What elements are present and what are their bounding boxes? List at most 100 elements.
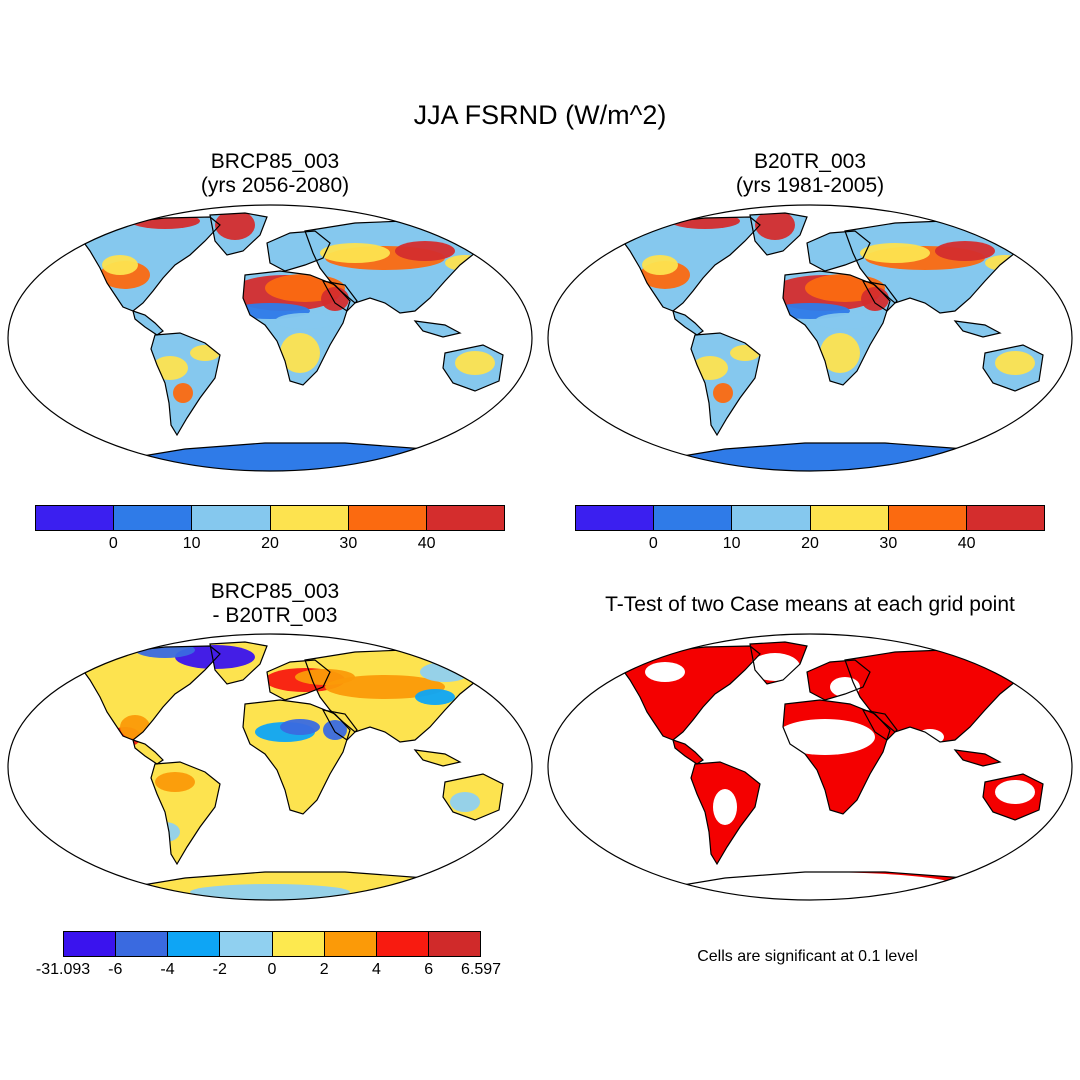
colorbar-tick-label: -2 [212,961,227,978]
colorbar-swatch [192,506,271,530]
coastline-central-america [132,310,164,336]
colorbar-panel-1-bar [35,505,505,531]
coastline-central-america [672,739,704,765]
panel-2-title-line1: B20TR_003 [753,150,867,173]
map-panel-b20tr [547,204,1073,472]
colorbar-tick-label: 6.597 [460,961,502,978]
colorbar-swatch [220,932,273,956]
coastline-indonesia [953,749,1002,767]
colorbar-tick-label: 30 [879,535,898,552]
colorbar-tick-label: -31.093 [35,961,91,978]
coastline-africa [782,699,891,815]
coastline-europe [806,230,871,272]
colorbar-swatch [64,932,117,956]
coastline-arabia [321,709,358,741]
coastline-australia [442,773,504,821]
colorbar-tick-label: 6 [424,961,434,978]
colorbar-swatch [168,932,221,956]
coastline-central-america [132,739,164,765]
colorbar-tick-label: 20 [261,535,279,552]
colorbar-swatch [36,506,115,530]
map-border [7,633,533,901]
coastline-arabia [861,280,898,312]
coastline-greenland [209,212,268,256]
colorbar-difference: -31.093 -6 -4 -2 0 2 4 6 6.597 [36,931,501,978]
colorbar-swatch [888,506,967,530]
panel-2-title: B20TR_003 (yrs 1981-2005) [665,150,955,198]
coastline-arabia [861,709,898,741]
colorbar-tick-label: -6 [108,961,123,978]
colorbar-swatch [732,506,811,530]
coastline-south-america [150,332,221,437]
colorbar-tick-label: 10 [182,535,201,552]
map-panel-ttest [547,633,1073,901]
coastline-south-america [690,332,761,437]
coastline-indonesia [413,320,462,338]
colorbar-swatch [348,506,427,530]
colorbar-tick-label: 40 [417,535,436,552]
panel-4-title: T-Test of two Case means at each grid po… [555,593,1065,617]
colorbar-difference-bar [63,931,481,957]
colorbar-tick-label: 0 [108,535,118,552]
coastline-greenland [749,641,808,685]
colorbar-swatch [114,506,193,530]
panel-1-title-line2: (yrs 2056-2080) [200,174,350,197]
coastline-central-america [672,310,704,336]
ttest-note: Cells are significant at 0.1 level [697,948,918,965]
panel-4-title-line1: T-Test of two Case means at each grid po… [605,593,1015,616]
colorbar-panel-2: 0 10 20 30 40 [575,505,1045,552]
coastline-indonesia [953,320,1002,338]
coastline-south-america [690,761,761,866]
colorbar-tick-label: 0 [648,535,658,552]
coastline-africa [242,699,351,815]
colorbar-swatch [426,506,505,530]
coastline-indonesia [413,749,462,767]
colorbar-swatch [272,932,325,956]
map-border [7,204,533,472]
coastline-africa [782,270,891,386]
map-border [547,633,1073,901]
colorbar-tick-label: 20 [801,535,819,552]
panel-3-title-line2: - B20TR_003 [212,604,338,627]
map-panel-brcp85 [7,204,533,472]
map-border [547,204,1073,472]
main-title: JJA FSRND (W/m^2) [413,100,667,130]
coastline-europe [806,659,871,701]
coastline-arabia [321,280,358,312]
colorbar-tick-label: 40 [957,535,976,552]
map-panel-difference [7,633,533,901]
colorbar-tick-label: 10 [722,535,741,552]
colorbar-swatch [576,506,655,530]
coastline-europe [266,230,331,272]
colorbar-panel-2-bar [575,505,1045,531]
colorbar-swatch [966,506,1045,530]
coastline-north-america [615,645,761,741]
colorbar-panel-1: 0 10 20 30 40 [35,505,505,552]
colorbar-tick-label: 4 [372,961,381,978]
panel-2-title-line2: (yrs 1981-2005) [735,174,885,197]
colorbar-tick-label: 30 [339,535,358,552]
colorbar-swatch [654,506,733,530]
coastline-north-america [615,216,761,312]
colorbar-swatch [428,932,480,956]
colorbar-tick-label: 2 [319,961,329,978]
coastline-north-america [75,645,221,741]
coastline-greenland [749,212,808,256]
colorbar-swatch [324,932,377,956]
coastline-south-america [150,761,221,866]
panel-3-title: BRCP85_003 - B20TR_003 [130,580,420,628]
panel-1-title: BRCP85_003 (yrs 2056-2080) [130,150,420,198]
colorbar-swatch [376,932,429,956]
coastline-greenland [209,641,268,685]
colorbar-tick-label: -4 [160,961,175,978]
coastline-africa [242,270,351,386]
colorbar-swatch [270,506,349,530]
coastline-australia [982,344,1044,392]
colorbar-swatch [810,506,889,530]
colorbar-swatch [116,932,169,956]
colorbar-tick-label: 0 [267,961,277,978]
panel-1-title-line1: BRCP85_003 [210,150,340,173]
coastline-europe [266,659,331,701]
coastline-australia [982,773,1044,821]
coastline-australia [442,344,504,392]
